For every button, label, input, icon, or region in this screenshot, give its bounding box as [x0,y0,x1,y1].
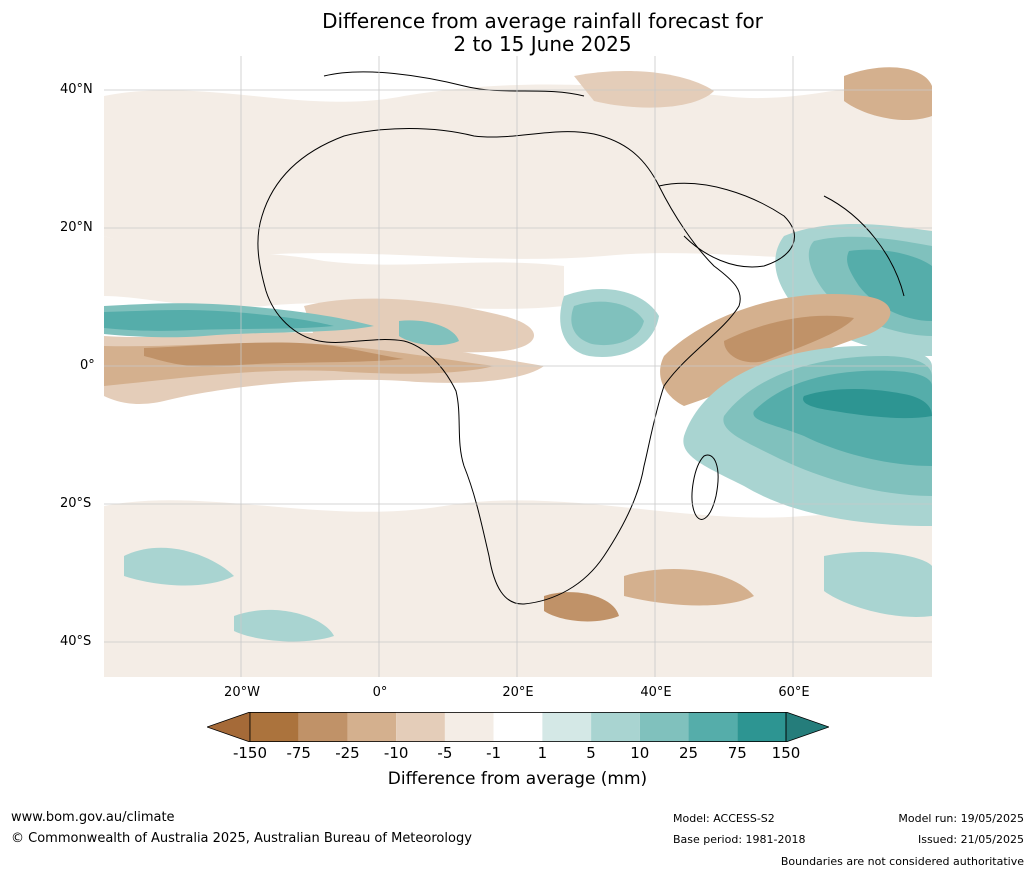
legend-swatch [639,712,689,742]
legend-tick-label: 75 [727,744,747,762]
map-title: Difference from average rainfall forecas… [0,10,1035,56]
lat-label-20n: 20°N [60,220,93,235]
legend-tick-label: 1 [537,744,548,762]
lat-label-20s: 20°S [60,496,92,511]
legend-swatch [688,712,738,742]
lat-label-equator: 0° [80,358,95,373]
footer-issued: Issued: 21/05/2025 [917,833,1024,846]
legend-swatch [347,712,397,742]
footer-model-run: Model run: 19/05/2025 [898,812,1024,825]
lon-label-20w: 20°W [224,685,260,700]
legend-swatch [396,712,445,742]
legend-tick-label: -1 [486,744,502,762]
legend-swatch [737,712,786,742]
lat-label-40n: 40°N [60,82,93,97]
legend-swatch [250,712,299,742]
lon-label-0: 0° [372,685,388,700]
lat-label-40s: 40°S [60,634,92,649]
legend-tick-label: -75 [286,744,311,762]
legend-swatch [493,712,543,742]
legend-tick-label: 25 [678,744,699,762]
legend-colorbar [207,712,829,742]
lon-label-60e: 60°E [778,685,810,700]
title-line-1: Difference from average rainfall forecas… [322,9,763,33]
lon-label-20e: 20°E [502,685,534,700]
legend-tick-label: 10 [630,744,650,762]
legend-tick-label: -150 [232,744,268,762]
legend-tick-label: -5 [437,744,453,762]
legend-title: Difference from average (mm) [387,769,648,789]
legend-swatch [591,712,640,742]
legend-tick-label: -10 [383,744,409,762]
rainfall-map [104,56,932,677]
legend-swatch [444,712,494,742]
legend-outline [249,712,787,742]
footer-copyright: © Commonwealth of Australia 2025, Austra… [11,831,472,846]
lon-label-40e: 40°E [640,685,672,700]
legend-swatch [542,712,592,742]
footer-model: Model: ACCESS-S2 [673,812,775,825]
map-canvas [104,56,932,677]
legend-tick-label: -25 [335,744,360,762]
legend-tick-label: 5 [586,744,596,762]
footer-base-period: Base period: 1981-2018 [673,833,806,846]
legend-tick-label: 150 [771,744,801,762]
legend-swatch-min [207,712,251,742]
footer-disclaimer: Boundaries are not considered authoritat… [780,855,1024,868]
footer-url: www.bom.gov.au/climate [11,810,175,825]
legend-swatch [298,712,348,742]
title-line-2: 2 to 15 June 2025 [453,32,632,56]
legend-swatch-max [785,712,829,742]
